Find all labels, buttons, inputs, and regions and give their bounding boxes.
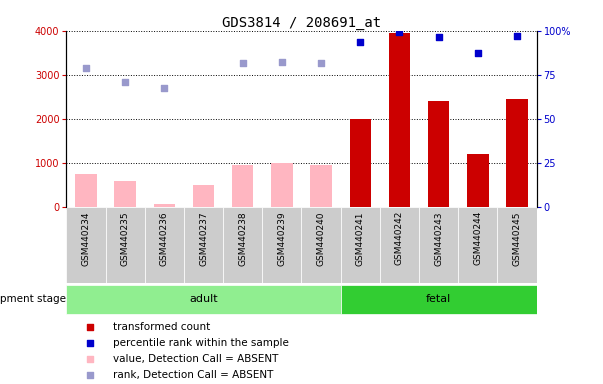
Text: GSM440238: GSM440238 (238, 211, 247, 266)
Point (511, 40, 520, 46)
Bar (497, 207, 537, 283)
Point (120, 79, 130, 86)
Text: GSM440236: GSM440236 (160, 211, 169, 266)
Bar (507, 99, 528, 207)
Point (238, 60, 247, 66)
Point (159, 85, 169, 91)
Bar (302, 207, 341, 283)
Text: GSM440242: GSM440242 (395, 211, 404, 265)
Text: GSM440240: GSM440240 (317, 211, 326, 266)
Bar (350, 119, 371, 207)
Bar (458, 207, 497, 283)
Text: rank, Detection Call = ABSENT: rank, Detection Call = ABSENT (113, 370, 274, 380)
Bar (193, 185, 214, 207)
Bar (66, 207, 106, 283)
Bar (232, 166, 253, 207)
Point (511, 189, 520, 195)
Bar (115, 181, 136, 207)
Point (434, 34, 443, 40)
Bar (467, 154, 488, 207)
Text: GSM440241: GSM440241 (356, 211, 365, 266)
Bar (389, 33, 410, 207)
Text: adult: adult (189, 294, 218, 304)
Point (512, 33, 522, 40)
Text: GSM440234: GSM440234 (81, 211, 90, 266)
Text: development stage: development stage (0, 294, 66, 304)
Text: GSM440237: GSM440237 (199, 211, 208, 266)
Bar (106, 207, 145, 283)
Point (81, 65, 90, 71)
Text: GSM440244: GSM440244 (473, 211, 482, 265)
Bar (223, 207, 262, 283)
Point (316, 60, 326, 66)
Text: GSM440243: GSM440243 (434, 211, 443, 266)
Bar (341, 285, 537, 314)
Bar (428, 101, 449, 207)
Bar (311, 166, 332, 207)
Bar (271, 163, 292, 207)
Point (511, 332, 520, 338)
Text: fetal: fetal (426, 294, 451, 304)
Point (355, 39, 365, 45)
Bar (75, 174, 96, 207)
Text: GSM440235: GSM440235 (121, 211, 130, 266)
Title: GDS3814 / 208691_at: GDS3814 / 208691_at (222, 16, 381, 30)
Bar (154, 204, 175, 207)
Point (277, 58, 287, 65)
Bar (262, 207, 302, 283)
Point (394, 29, 404, 35)
Bar (380, 207, 419, 283)
Bar (419, 207, 458, 283)
Point (473, 50, 482, 56)
Bar (66, 285, 341, 314)
Bar (184, 207, 223, 283)
Text: GSM440239: GSM440239 (277, 211, 286, 266)
Text: GSM440245: GSM440245 (513, 211, 522, 266)
Text: value, Detection Call = ABSENT: value, Detection Call = ABSENT (113, 354, 279, 364)
Text: transformed count: transformed count (113, 322, 210, 332)
Bar (145, 207, 184, 283)
Text: percentile rank within the sample: percentile rank within the sample (113, 338, 289, 348)
Bar (341, 207, 380, 283)
